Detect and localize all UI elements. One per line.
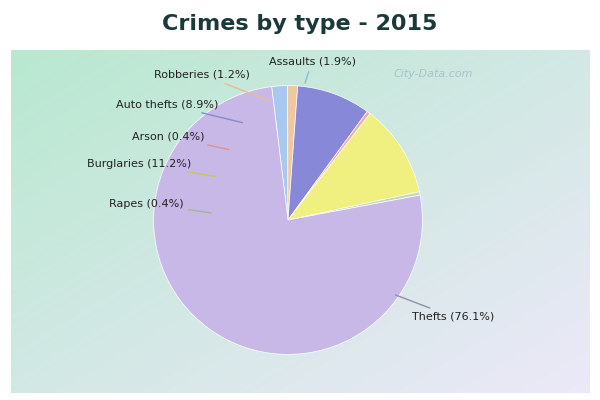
Text: Burglaries (11.2%): Burglaries (11.2%): [87, 158, 215, 176]
Wedge shape: [288, 112, 370, 220]
Text: Robberies (1.2%): Robberies (1.2%): [154, 70, 269, 101]
Wedge shape: [288, 192, 420, 220]
Wedge shape: [272, 86, 288, 220]
Wedge shape: [288, 114, 419, 220]
Text: Assaults (1.9%): Assaults (1.9%): [269, 56, 356, 83]
Text: Auto thefts (8.9%): Auto thefts (8.9%): [116, 100, 242, 122]
Text: Rapes (0.4%): Rapes (0.4%): [109, 199, 211, 213]
Wedge shape: [287, 86, 298, 220]
Text: Crimes by type - 2015: Crimes by type - 2015: [163, 14, 437, 34]
Wedge shape: [154, 87, 422, 354]
Text: Thefts (76.1%): Thefts (76.1%): [395, 295, 494, 322]
Text: City-Data.com: City-Data.com: [394, 69, 473, 79]
Text: Arson (0.4%): Arson (0.4%): [132, 132, 229, 150]
Wedge shape: [288, 86, 367, 220]
